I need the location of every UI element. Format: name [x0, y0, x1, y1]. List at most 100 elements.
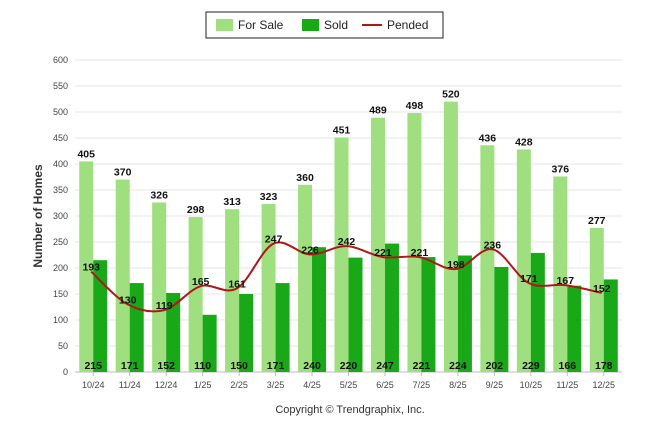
pended-value-label: 226	[301, 244, 319, 256]
x-tick-label: 9/25	[486, 380, 504, 390]
bar-sold[interactable]	[166, 292, 181, 372]
bar-for-sale[interactable]	[516, 149, 531, 372]
sold-value-label: 152	[157, 360, 175, 372]
bar-sold[interactable]	[494, 266, 509, 372]
bar-for-sale[interactable]	[480, 145, 495, 372]
sold-value-label: 215	[84, 360, 102, 372]
pended-value-label: 242	[338, 236, 356, 248]
bar-sold[interactable]	[603, 279, 618, 372]
pended-line[interactable]	[90, 241, 602, 313]
bar-sold[interactable]	[530, 252, 545, 372]
sold-value-label: 229	[522, 360, 540, 372]
sold-value-label: 171	[267, 360, 285, 372]
pended-value-label: 161	[228, 278, 246, 290]
y-axis: 0 50 100 150 200 250 300 350 400 450 500 550 600	[53, 55, 68, 377]
y-tick-label: 400	[53, 159, 68, 169]
bar-sold[interactable]	[567, 285, 582, 372]
x-tick-label: 12/24	[155, 380, 178, 390]
for-sale-value-label: 277	[588, 215, 606, 227]
copyright-text: Copyright © Trendgraphix, Inc.	[275, 404, 424, 416]
pended-value-label: 167	[557, 275, 575, 287]
x-tick-label: 6/25	[376, 380, 394, 390]
legend-box	[205, 11, 444, 39]
bar-sold[interactable]	[275, 283, 290, 372]
pended-value-label: 198	[447, 259, 465, 271]
pended-value-label: 152	[593, 283, 611, 295]
pended-value-label: 247	[265, 234, 283, 246]
bar-sold[interactable]	[129, 283, 144, 372]
legend-item-sold[interactable]: Sold	[302, 18, 348, 32]
pended-line-layer	[90, 241, 602, 313]
bar-for-sale[interactable]	[261, 204, 276, 372]
x-tick-label: 11/25	[556, 380, 578, 390]
x-tick-label: 11/24	[119, 380, 141, 390]
bar-sold[interactable]	[239, 294, 254, 372]
legend-item-for-sale[interactable]: For Sale	[216, 18, 284, 32]
legend[interactable]: For Sale Sold Pended	[205, 11, 444, 39]
bar-for-sale[interactable]	[334, 137, 349, 372]
bar-for-sale[interactable]	[188, 217, 203, 372]
x-tick-label: 5/25	[340, 380, 358, 390]
y-axis-title: Number of Homes	[31, 164, 45, 268]
sold-value-label: 224	[449, 360, 467, 372]
bar-for-sale[interactable]	[79, 161, 94, 372]
y-tick-label: 250	[53, 237, 68, 247]
sold-value-label: 247	[376, 360, 394, 372]
for-sale-value-label: 323	[260, 191, 278, 203]
x-tick-label: 4/25	[303, 380, 321, 390]
x-tick-label: 8/25	[449, 380, 467, 390]
for-sale-value-label: 498	[406, 100, 424, 112]
pended-value-label: 236	[484, 239, 502, 251]
sold-value-label: 171	[121, 360, 139, 372]
legend-label-pended: Pended	[387, 18, 428, 32]
legend-swatch-sold	[302, 19, 319, 31]
data-labels: 405 215 370 171 326 152 298 110 313 150 323 171 360 2…	[77, 89, 612, 372]
y-tick-label: 0	[63, 367, 68, 377]
pended-value-label: 171	[520, 273, 538, 285]
x-axis: 10/24 11/24 12/24 1/25 2/25 3/25 4/25 5/25 6/25 7…	[82, 372, 615, 390]
y-tick-label: 600	[53, 55, 68, 65]
sold-value-label: 220	[340, 360, 358, 372]
for-sale-value-label: 405	[77, 148, 95, 160]
for-sale-value-label: 370	[114, 167, 132, 179]
bar-sold[interactable]	[202, 314, 217, 372]
x-tick-label: 2/25	[230, 380, 248, 390]
bar-for-sale[interactable]	[298, 184, 313, 372]
pended-value-label: 165	[192, 276, 210, 288]
y-tick-label: 550	[53, 81, 68, 91]
bar-for-sale[interactable]	[370, 117, 385, 372]
sold-value-label: 240	[303, 360, 321, 372]
bar-sold[interactable]	[348, 257, 363, 372]
y-tick-label: 200	[53, 263, 68, 273]
bar-for-sale[interactable]	[589, 227, 604, 372]
bar-for-sale[interactable]	[443, 101, 458, 372]
sold-value-label: 178	[595, 360, 613, 372]
legend-label-sold: Sold	[324, 18, 348, 32]
bar-for-sale[interactable]	[553, 176, 568, 372]
y-tick-label: 450	[53, 133, 68, 143]
x-tick-label: 1/25	[194, 380, 212, 390]
y-tick-label: 50	[58, 341, 68, 351]
legend-label-for-sale: For Sale	[238, 18, 284, 32]
y-tick-label: 300	[53, 211, 68, 221]
bar-sold[interactable]	[457, 255, 472, 372]
bar-sold[interactable]	[93, 260, 108, 372]
legend-item-pended[interactable]: Pended	[362, 18, 428, 32]
bar-sold[interactable]	[421, 257, 436, 372]
for-sale-value-label: 428	[515, 136, 533, 148]
bar-sold[interactable]	[312, 247, 327, 372]
bar-for-sale[interactable]	[115, 179, 130, 372]
pended-value-label: 221	[374, 247, 392, 259]
for-sale-value-label: 313	[223, 196, 241, 208]
for-sale-value-label: 451	[333, 124, 351, 136]
bar-for-sale[interactable]	[152, 202, 167, 372]
sold-value-label: 221	[413, 360, 431, 372]
for-sale-value-label: 298	[187, 204, 205, 216]
x-tick-label: 3/25	[267, 380, 285, 390]
bar-for-sale[interactable]	[407, 113, 422, 372]
for-sale-value-label: 376	[552, 163, 570, 175]
for-sale-value-label: 326	[150, 189, 168, 201]
bar-sold[interactable]	[384, 243, 399, 372]
sold-value-label: 166	[559, 360, 577, 372]
x-tick-label: 10/25	[520, 380, 543, 390]
